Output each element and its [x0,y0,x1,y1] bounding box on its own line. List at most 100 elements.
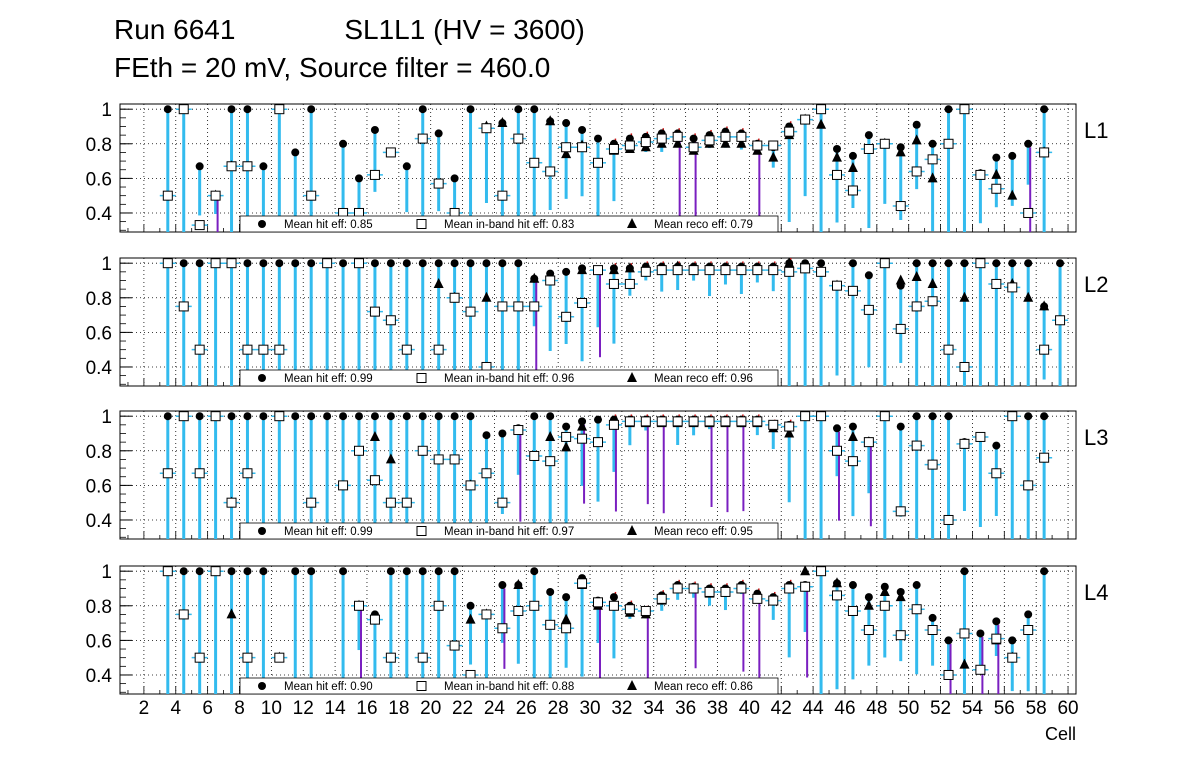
reco-eff-marker [991,168,1002,179]
run-number-label: Run 6641 [114,14,236,45]
layer-label-l3: L3 [1084,425,1108,450]
inband-eff-marker [879,138,890,149]
hit-eff-marker [578,417,587,426]
inband-eff-marker [481,123,492,134]
hit-eff-marker [466,259,475,268]
inband-eff-marker [1007,282,1018,293]
y-tick-label: 0.8 [86,289,112,310]
x-tick-label: 12 [293,698,314,719]
reco-eff-marker [895,591,906,602]
hit-eff-marker [689,134,698,143]
x-tick-label: 52 [930,698,951,719]
hit-eff-marker [833,144,841,153]
hit-eff-marker [482,259,491,268]
y-tick-label: 0.6 [86,323,112,344]
inband-eff-marker [481,468,492,479]
hit-eff-marker [370,125,379,134]
inband-eff-marker [784,583,795,594]
legend-hit-text: Mean hit eff: 0.90 [284,681,373,693]
hit-eff-marker [418,105,427,114]
x-tick-label: 46 [834,698,855,719]
inband-eff-marker [1007,411,1018,422]
error-bars [159,258,1069,386]
hit-eff-marker [323,412,332,421]
inband-eff-marker [513,301,524,312]
hit-eff-marker [1024,610,1033,619]
hit-eff-marker [928,139,937,148]
hit-eff-marker [307,567,316,576]
inband-eff-marker [847,456,858,467]
inband-eff-marker [911,604,922,615]
inband-eff-marker [226,258,237,269]
inband-eff-marker [529,157,540,168]
reco-eff-marker [800,566,811,576]
hit-eff-marker [434,129,443,138]
y-tick-label: 1 [101,254,112,275]
error-bars [159,567,1046,694]
reco-eff-marker [927,172,938,183]
hit-eff-marker [498,259,507,268]
x-tick-label: 16 [356,698,377,719]
inband-eff-marker [672,416,683,427]
reco-eff-marker [433,277,444,288]
markers [162,566,1049,680]
hit-eff-marker [530,274,539,283]
hit-eff-marker [307,105,316,114]
inband-eff-marker [927,296,938,307]
hit-eff-marker [848,422,857,431]
inband-eff-marker [561,142,572,153]
y-tick-label: 0.6 [86,476,112,497]
inband-eff-marker [943,669,954,680]
inband-eff-marker [608,278,619,289]
hit-eff-marker [1040,567,1049,576]
hit-eff-marker [450,412,459,421]
inband-eff-marker [513,605,524,616]
inband-eff-marker [338,480,349,491]
inband-eff-marker [354,445,364,456]
reco-eff-marker [226,608,237,619]
inband-eff-marker [656,265,667,276]
reco-eff-marker [879,585,890,596]
hit-eff-marker [402,259,411,268]
inband-eff-marker [465,480,476,491]
hit-eff-marker [466,412,475,421]
inband-eff-marker [800,411,811,422]
hit-eff-marker [785,259,794,268]
hit-eff-marker [450,567,459,576]
inband-eff-marker [704,416,715,427]
panel-l4: 0.4 0.6 0.8 1 L4 Mean hit eff: 0.90 Mean in-ba… [86,562,1108,695]
inband-eff-marker [433,344,444,355]
hit-eff-marker [1024,139,1033,148]
inband-eff-marker [1023,207,1034,218]
inband-eff-marker [210,411,221,422]
hit-eff-marker [482,431,491,440]
inband-eff-marker [895,201,906,212]
inband-eff-marker [847,185,858,196]
inband-eff-marker [545,456,556,467]
inband-eff-marker [369,306,380,317]
x-tick-label: 32 [611,698,632,719]
inband-eff-marker [449,640,460,651]
hit-eff-marker [912,581,921,590]
inband-eff-marker [720,265,731,276]
hit-eff-marker [434,259,443,268]
hit-eff-marker [434,412,443,421]
inband-eff-marker [577,142,588,153]
hit-eff-marker [418,259,427,268]
inband-eff-marker [449,454,460,465]
inband-eff-marker [975,258,986,269]
hit-eff-marker [259,412,268,421]
inband-eff-marker [497,623,508,634]
legend-hit-symbol [258,374,266,382]
inband-eff-marker [800,581,811,592]
y-tick-label: 0.4 [86,511,113,532]
inband-eff-marker [417,133,428,144]
inband-eff-marker [593,597,603,608]
hit-eff-marker [912,259,921,268]
inband-eff-marker [306,190,317,201]
hit-eff-marker [530,105,539,114]
inband-eff-marker [529,450,540,461]
hit-eff-marker [1040,105,1049,114]
reco-eff-marker [672,137,683,148]
hit-eff-marker [243,567,252,576]
